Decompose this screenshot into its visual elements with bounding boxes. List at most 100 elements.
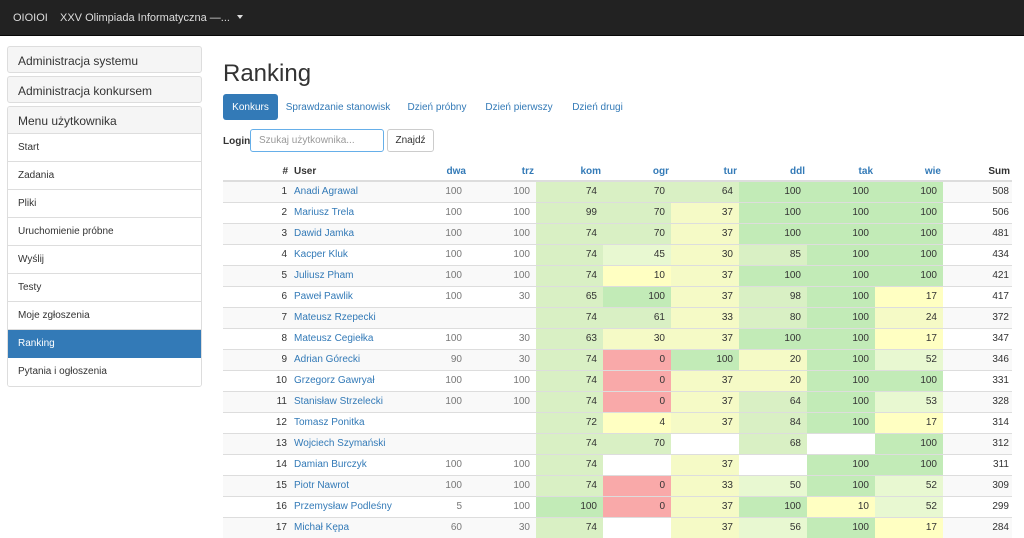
sidebar-item-start[interactable]: Start	[8, 134, 201, 162]
column-header-tur[interactable]: tur	[671, 161, 739, 182]
column-header-ddl[interactable]: ddl	[739, 161, 807, 182]
score-cell-tak: 100	[807, 327, 875, 349]
score-cell-ddl: 100	[739, 327, 807, 349]
brand-logo[interactable]: OIOIOI	[13, 12, 48, 24]
score-cell-ddl: 20	[739, 369, 807, 391]
sidebar-item-uruchomienie-probne[interactable]: Uruchomienie próbne	[8, 218, 201, 246]
table-row: 14 Damian Burczyk 100 100 74 37 100 100 311	[223, 453, 1012, 475]
user-link[interactable]: Dawid Jamka	[290, 222, 400, 244]
column-header-kom[interactable]: kom	[536, 161, 603, 182]
tab-konkurs[interactable]: Konkurs	[223, 94, 278, 120]
column-header-sum: Sum	[943, 161, 1012, 182]
score-cell-wie: 17	[875, 327, 943, 349]
column-header-trz[interactable]: trz	[468, 161, 536, 182]
rank-position: 9	[223, 348, 290, 370]
score-cell-dwa	[400, 411, 468, 433]
user-link[interactable]: Stanisław Strzelecki	[290, 390, 400, 412]
tab-sprawdzanie-stanowisk[interactable]: Sprawdzanie stanowisk	[285, 102, 391, 113]
sidebar-item-zadania[interactable]: Zadania	[8, 162, 201, 190]
user-link[interactable]: Paweł Pawlik	[290, 285, 400, 307]
score-cell-trz: 100	[468, 243, 536, 265]
score-cell-kom: 74	[536, 264, 603, 286]
sidebar-item-moje-zgloszenia[interactable]: Moje zgłoszenia	[8, 302, 201, 330]
user-link[interactable]: Adrian Górecki	[290, 348, 400, 370]
score-cell-dwa: 100	[400, 474, 468, 496]
score-cell-ddl: 80	[739, 306, 807, 328]
rank-position: 1	[223, 180, 290, 202]
score-cell-ogr	[603, 516, 671, 538]
score-cell-tur: 37	[671, 516, 739, 538]
rank-position: 17	[223, 516, 290, 538]
sidebar-admin-contest[interactable]: Administracja konkursem	[7, 76, 202, 103]
user-link[interactable]: Przemysław Podleśny	[290, 495, 400, 517]
score-sum: 284	[943, 516, 1012, 538]
score-cell-tur: 37	[671, 285, 739, 307]
score-cell-ddl	[739, 453, 807, 475]
table-row: 1 Anadi Agrawal 100 100 74 70 64 100 100 100 508	[223, 180, 1012, 202]
score-sum: 372	[943, 306, 1012, 328]
score-cell-tur: 30	[671, 243, 739, 265]
score-cell-ddl: 100	[739, 201, 807, 223]
sidebar-item-pytania[interactable]: Pytania i ogłoszenia	[8, 358, 201, 386]
score-cell-wie: 17	[875, 516, 943, 538]
score-cell-ogr: 0	[603, 390, 671, 412]
user-link[interactable]: Mateusz Rzepecki	[290, 306, 400, 328]
user-link[interactable]: Grzegorz Gawryał	[290, 369, 400, 391]
sidebar-item-testy[interactable]: Testy	[8, 274, 201, 302]
score-cell-tak: 100	[807, 222, 875, 244]
sidebar-item-wyslij[interactable]: Wyślij	[8, 246, 201, 274]
user-link[interactable]: Michał Kępa	[290, 516, 400, 538]
score-cell-tur: 37	[671, 453, 739, 475]
user-link[interactable]: Anadi Agrawal	[290, 180, 400, 202]
user-link[interactable]: Kacper Kluk	[290, 243, 400, 265]
user-link[interactable]: Damian Burczyk	[290, 453, 400, 475]
score-cell-ddl: 64	[739, 390, 807, 412]
ranking-tabs: Konkurs Sprawdzanie stanowisk Dzień prób…	[223, 94, 1012, 121]
score-cell-ogr: 100	[603, 285, 671, 307]
search-button[interactable]: Znajdź	[387, 129, 434, 152]
column-header-wie[interactable]: wie	[875, 161, 943, 182]
score-cell-tak: 100	[807, 201, 875, 223]
user-link[interactable]: Mateusz Cegiełka	[290, 327, 400, 349]
user-link[interactable]: Tomasz Ponitka	[290, 411, 400, 433]
sidebar-item-ranking[interactable]: Ranking	[8, 330, 201, 358]
score-cell-tur: 33	[671, 306, 739, 328]
score-cell-ogr: 70	[603, 180, 671, 202]
login-label: Login	[223, 136, 251, 147]
score-cell-kom: 99	[536, 201, 603, 223]
score-cell-trz: 30	[468, 516, 536, 538]
sidebar-admin-system[interactable]: Administracja systemu	[7, 46, 202, 73]
score-cell-trz: 100	[468, 222, 536, 244]
score-cell-dwa: 100	[400, 369, 468, 391]
table-row: 9 Adrian Górecki 90 30 74 0 100 20 100 52 346	[223, 348, 1012, 370]
column-header-dwa[interactable]: dwa	[400, 161, 468, 182]
sidebar-item-pliki[interactable]: Pliki	[8, 190, 201, 218]
table-row: 12 Tomasz Ponitka 72 4 37 84 100 17 314	[223, 411, 1012, 433]
score-cell-ogr: 61	[603, 306, 671, 328]
score-sum: 328	[943, 390, 1012, 412]
search-bar: Login Znajdź	[223, 123, 1012, 161]
tab-dzien-probny[interactable]: Dzień próbny	[407, 102, 467, 113]
table-row: 10 Grzegorz Gawryał 100 100 74 0 37 20 100 100 331	[223, 369, 1012, 391]
user-link[interactable]: Juliusz Pham	[290, 264, 400, 286]
user-link[interactable]: Mariusz Trela	[290, 201, 400, 223]
user-menu-title[interactable]: Menu użytkownika	[8, 107, 201, 134]
score-cell-wie: 52	[875, 495, 943, 517]
user-link[interactable]: Piotr Nawrot	[290, 474, 400, 496]
column-header-ogr[interactable]: ogr	[603, 161, 671, 182]
column-header-tak[interactable]: tak	[807, 161, 875, 182]
score-cell-tak: 100	[807, 390, 875, 412]
contest-dropdown[interactable]: XXV Olimpiada Informatyczna —...	[60, 12, 243, 24]
tab-dzien-drugi[interactable]: Dzień drugi	[572, 102, 623, 113]
search-input[interactable]	[250, 129, 384, 152]
score-cell-trz: 100	[468, 390, 536, 412]
score-cell-wie: 100	[875, 264, 943, 286]
tab-dzien-pierwszy[interactable]: Dzień pierwszy	[485, 102, 553, 113]
score-cell-dwa: 100	[400, 201, 468, 223]
score-cell-ogr: 0	[603, 474, 671, 496]
rank-position: 15	[223, 474, 290, 496]
score-sum: 309	[943, 474, 1012, 496]
user-link[interactable]: Wojciech Szymański	[290, 432, 400, 454]
score-cell-wie: 52	[875, 474, 943, 496]
rank-position: 3	[223, 222, 290, 244]
